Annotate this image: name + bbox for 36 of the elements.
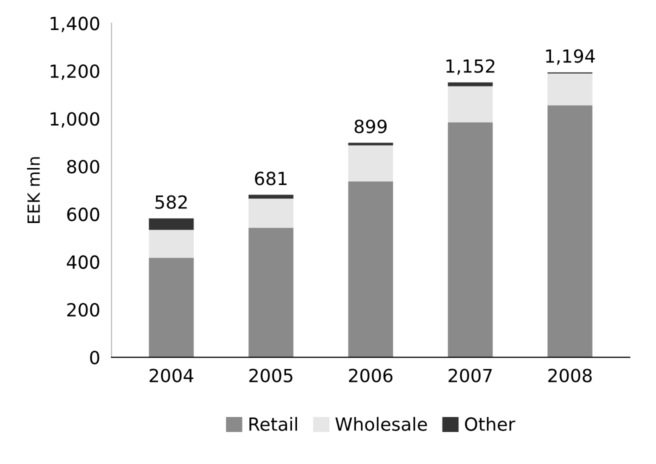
total-label: 582: [155, 195, 187, 209]
bar: [248, 194, 294, 199]
total-label: 1,152: [446, 59, 494, 75]
bar: [148, 218, 194, 230]
x-tick-label: 2006: [348, 368, 392, 382]
bar: [348, 181, 394, 358]
bar: [448, 122, 493, 358]
total-label: 899: [354, 120, 387, 134]
legend-label: Wholesale: [335, 416, 427, 431]
y-tick-label: 600: [67, 208, 100, 222]
y-axis-title: EEK mln: [27, 157, 40, 223]
x-tick-label: 2007: [448, 368, 492, 382]
legend-label: Retail: [249, 416, 298, 431]
bar: [148, 258, 194, 358]
y-tick-label: 0: [90, 350, 100, 364]
total-label: 681: [255, 172, 287, 186]
y-tick-label: 800: [67, 160, 100, 174]
y-tick-label: 1,400: [50, 16, 100, 32]
legend-label: Other: [465, 416, 516, 431]
y-tick-label: 400: [66, 255, 100, 269]
bar: [348, 145, 394, 182]
bar: [548, 105, 592, 358]
bar: [448, 82, 493, 86]
y-tick-label: 1,200: [50, 64, 100, 80]
y-tick-label: 1,000: [50, 112, 100, 128]
bar: [548, 74, 592, 106]
bar: [248, 198, 294, 228]
bar: [148, 230, 194, 258]
x-tick-label: 2008: [548, 368, 592, 382]
x-tick-label: 2005: [249, 368, 292, 382]
y-tick-label: 200: [67, 303, 100, 317]
total-label: 1,194: [546, 49, 595, 65]
x-tick-label: 2004: [150, 368, 194, 382]
bar: [448, 86, 493, 122]
bar: [248, 228, 294, 358]
bar: [348, 142, 394, 146]
